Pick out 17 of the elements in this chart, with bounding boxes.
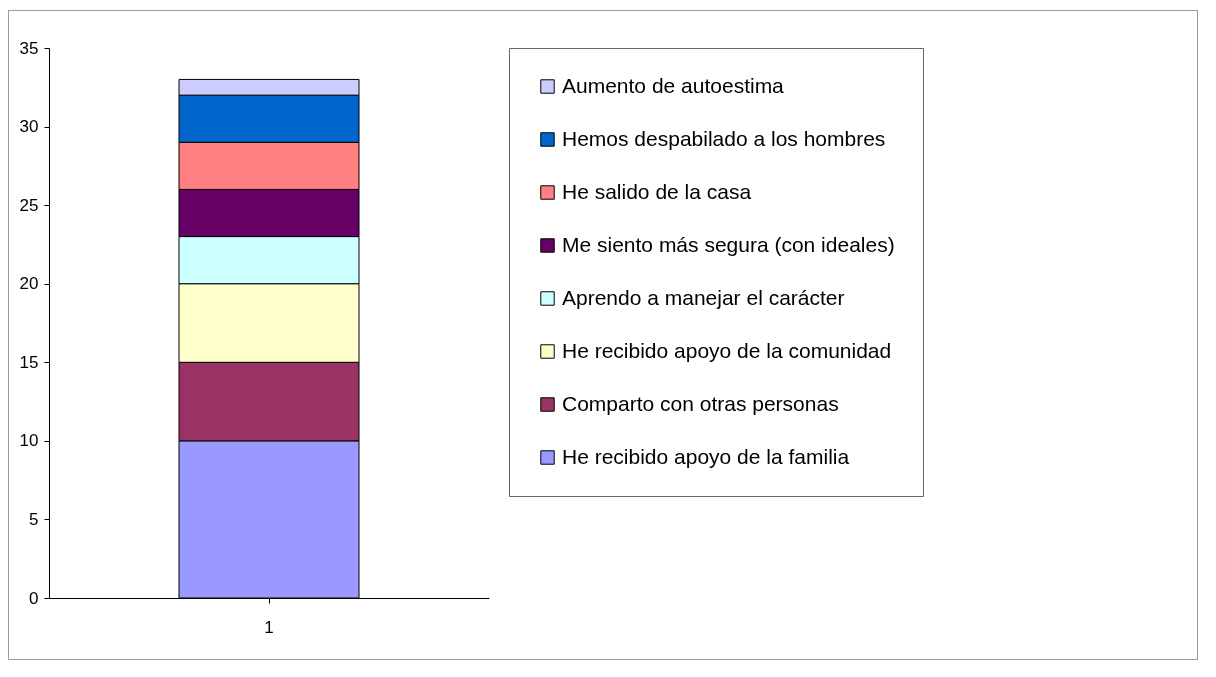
x-tick-label: 1 — [264, 617, 274, 637]
y-tick-label: 5 — [29, 509, 39, 529]
legend-label: He recibido apoyo de la familia — [562, 444, 850, 468]
y-tick-label: 15 — [19, 352, 39, 372]
y-tick-label: 0 — [29, 588, 39, 608]
legend-label: He salido de la casa — [562, 179, 752, 203]
y-tick-label: 10 — [19, 431, 39, 451]
y-tick-label: 30 — [19, 117, 39, 137]
legend-label: Hemos despabilado a los hombres — [562, 126, 886, 150]
legend-label: Me siento más segura (con ideales) — [562, 232, 895, 256]
y-tick-label: 20 — [19, 274, 39, 294]
y-tick-label: 25 — [19, 195, 39, 215]
legend-label: Aprendo a manejar el carácter — [562, 285, 845, 309]
legend-label: Aumento de autoestima — [562, 73, 785, 97]
legend-label: Comparto con otras personas — [562, 391, 839, 415]
y-tick-label: 35 — [19, 38, 39, 58]
legend-label: He recibido apoyo de la comunidad — [562, 338, 892, 362]
